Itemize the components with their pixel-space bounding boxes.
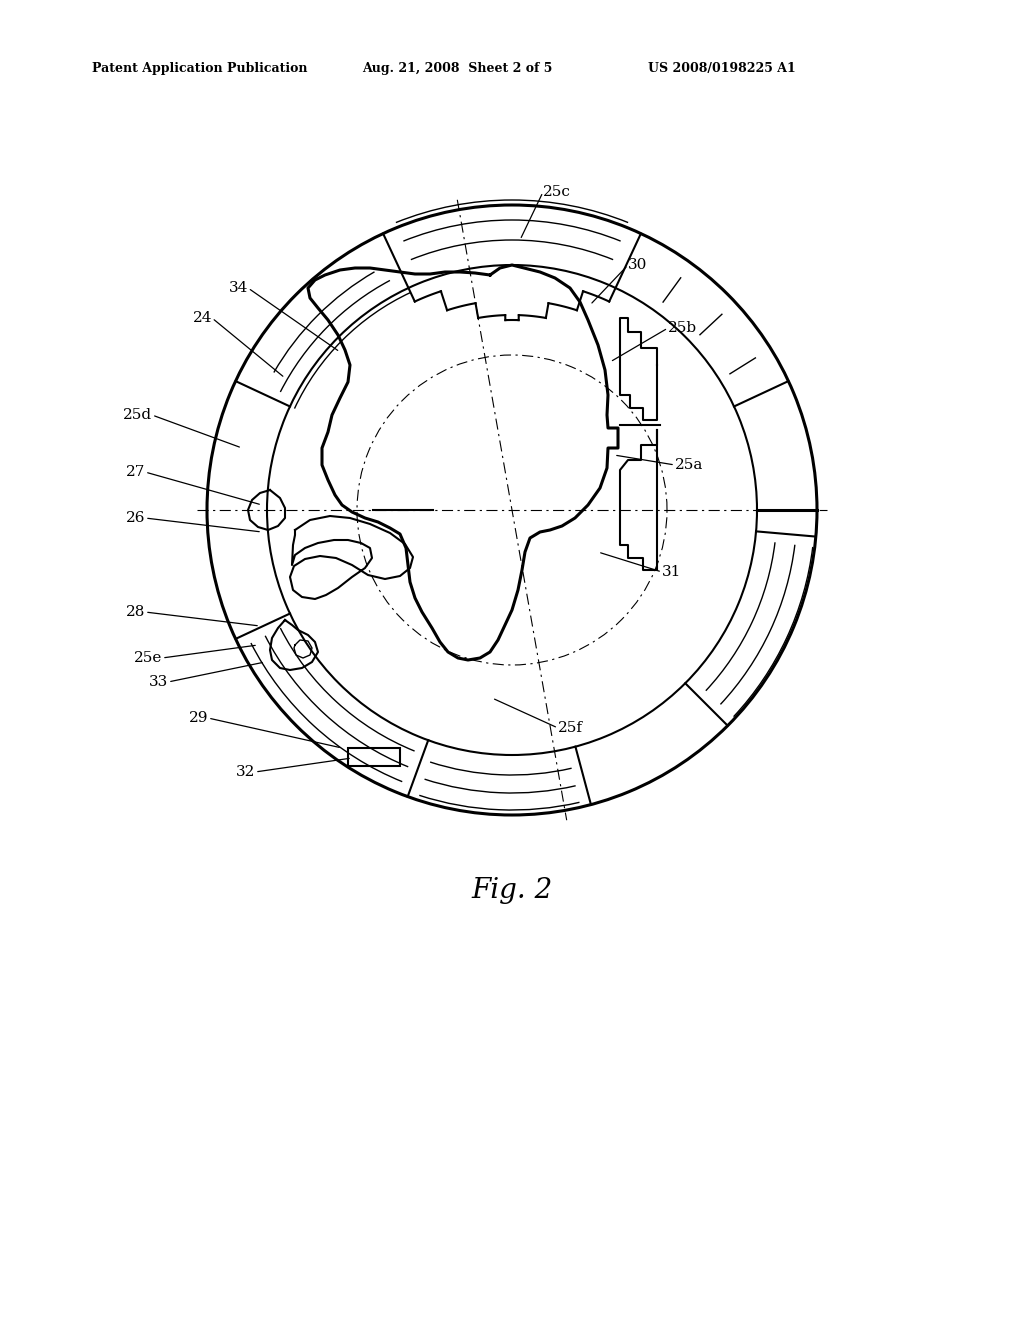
Text: 31: 31 — [662, 565, 681, 579]
Text: 29: 29 — [188, 711, 208, 725]
Text: 25a: 25a — [675, 458, 703, 473]
Text: 32: 32 — [236, 766, 255, 779]
Text: 25e: 25e — [133, 651, 162, 665]
Text: 24: 24 — [193, 312, 212, 325]
Text: 33: 33 — [148, 675, 168, 689]
Text: 25d: 25d — [123, 408, 152, 422]
Text: 34: 34 — [228, 281, 248, 294]
Text: 30: 30 — [628, 257, 647, 272]
Text: 27: 27 — [126, 465, 145, 479]
Text: Aug. 21, 2008  Sheet 2 of 5: Aug. 21, 2008 Sheet 2 of 5 — [362, 62, 552, 75]
Text: Patent Application Publication: Patent Application Publication — [92, 62, 307, 75]
Text: 28: 28 — [126, 605, 145, 619]
Text: Fig. 2: Fig. 2 — [471, 876, 553, 903]
Text: 25f: 25f — [558, 721, 583, 735]
Text: 25b: 25b — [668, 321, 697, 335]
Text: 25c: 25c — [543, 185, 570, 199]
Text: US 2008/0198225 A1: US 2008/0198225 A1 — [648, 62, 796, 75]
Text: 26: 26 — [126, 511, 145, 525]
Bar — [348, 748, 400, 766]
